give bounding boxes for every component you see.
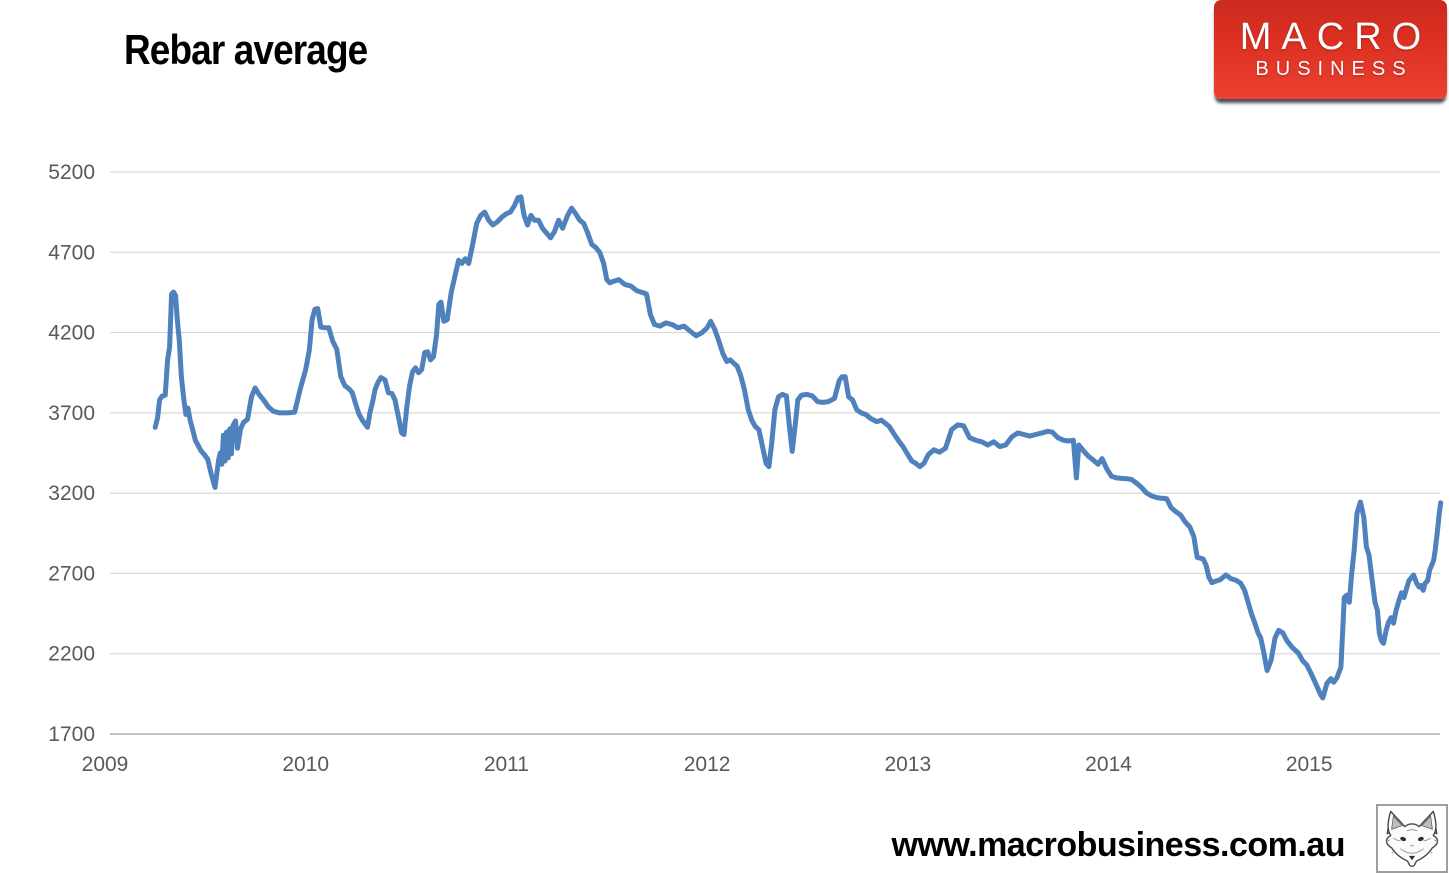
x-axis-label: 2013 (884, 753, 931, 776)
logo-text-business: BUSINESS (1255, 58, 1413, 81)
fox-logo-box (1376, 804, 1448, 873)
x-axis-label: 2015 (1286, 753, 1333, 776)
y-axis-label: 2700 (48, 562, 95, 585)
y-axis-label: 3200 (48, 482, 95, 505)
y-axis-label: 5200 (48, 161, 95, 184)
page-title: Rebar average (124, 26, 368, 73)
logo-text-macro: MACRO (1239, 15, 1432, 58)
website-url: www.macrobusiness.com.au (891, 826, 1346, 864)
x-axis-label: 2011 (484, 753, 529, 776)
y-axis-label: 1700 (48, 723, 95, 746)
fox-sketch-icon (1385, 810, 1439, 867)
x-axis-label: 2010 (282, 753, 329, 776)
x-axis-label: 2009 (82, 753, 129, 776)
y-axis-label: 4200 (48, 322, 95, 345)
macrobusiness-logo: MACRO BUSINESS (1214, 0, 1447, 99)
price-line-series (152, 194, 1444, 701)
x-axis-label: 2012 (684, 753, 731, 776)
x-axis-label: 2014 (1085, 753, 1132, 776)
y-axis-label: 3700 (48, 402, 95, 425)
y-axis-label: 2200 (48, 643, 95, 666)
y-axis-label: 4700 (48, 241, 95, 264)
